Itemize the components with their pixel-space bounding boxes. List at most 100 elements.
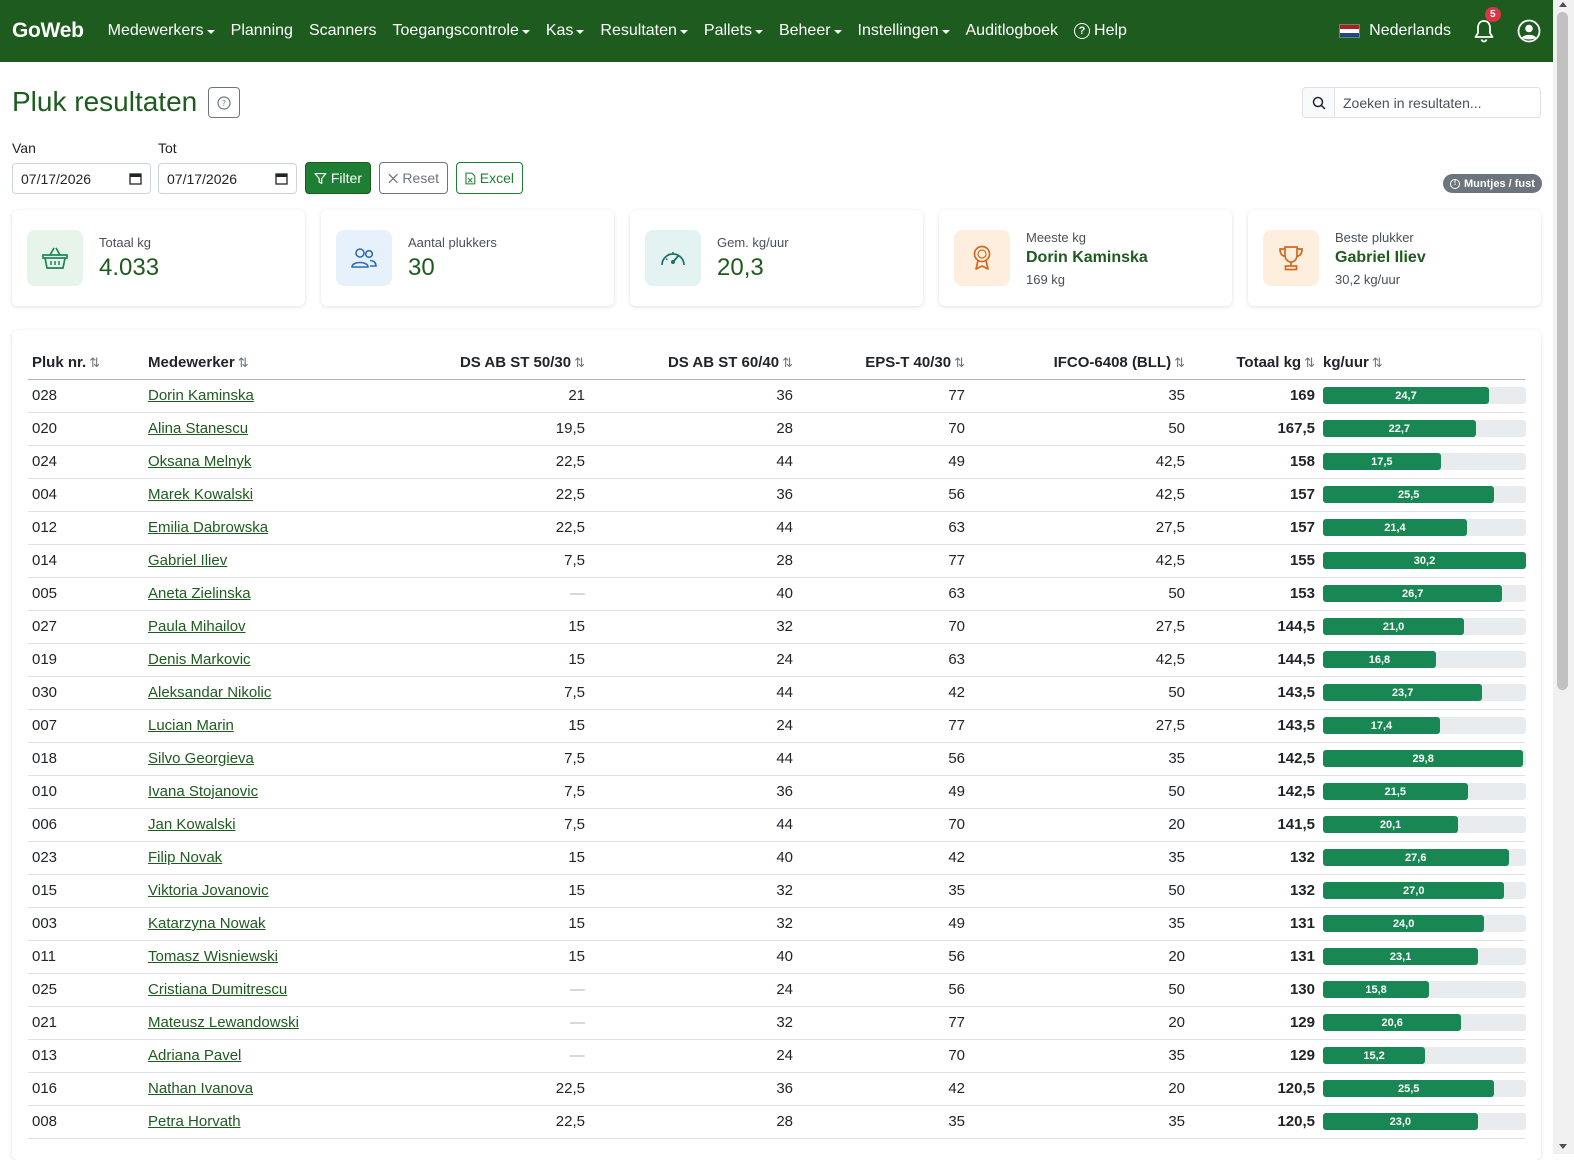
table-row[interactable]: 027 Paula Mihailov 15 32 70 27,5 144,5 21,0 — [28, 610, 1526, 644]
employee-link[interactable]: Filip Novak — [148, 849, 223, 866]
table-row[interactable]: 008 Petra Horvath 22,5 28 35 35 120,5 23,0 — [28, 1105, 1526, 1139]
cell-ifco-6408: 50 — [969, 775, 1189, 809]
employee-link[interactable]: Jan Kowalski — [148, 816, 236, 833]
col-header-medewerker[interactable]: Medewerker ⇅ — [144, 346, 354, 380]
user-account-icon[interactable] — [1517, 19, 1541, 43]
cell-ds-ab-st-60-40: 32 — [589, 610, 797, 644]
rate-bar-track: 21,5 — [1323, 783, 1526, 800]
table-row[interactable]: 010 Ivana Stojanovic 7,5 36 49 50 142,5 21,5 — [28, 775, 1526, 809]
employee-link[interactable]: Silvo Georgieva — [148, 750, 254, 767]
rate-bar-track: 17,4 — [1323, 717, 1526, 734]
table-row[interactable]: 004 Marek Kowalski 22,5 36 56 42,5 157 25,5 — [28, 478, 1526, 512]
table-row[interactable]: 024 Oksana Melnyk 22,5 44 49 42,5 158 17,5 — [28, 445, 1526, 479]
cell-pluk-nr: 019 — [28, 643, 144, 677]
table-row[interactable]: 015 Viktoria Jovanovic 15 32 35 50 132 27,0 — [28, 874, 1526, 908]
cell-kg-uur: 21,0 — [1319, 610, 1526, 644]
employee-link[interactable]: Viktoria Jovanovic — [148, 882, 269, 899]
notifications-button[interactable]: 5 — [1473, 7, 1501, 43]
nav-kas[interactable]: Kas — [546, 22, 585, 40]
col-header-totaal-kg[interactable]: Totaal kg ⇅ — [1189, 346, 1319, 380]
table-row[interactable]: 012 Emilia Dabrowska 22,5 44 63 27,5 157 21,4 — [28, 511, 1526, 545]
nav-instellingen[interactable]: Instellingen — [858, 22, 950, 40]
table-row[interactable]: 007 Lucian Marin 15 24 77 27,5 143,5 17,4 — [28, 709, 1526, 743]
table-row[interactable]: 023 Filip Novak 15 40 42 35 132 27,6 — [28, 841, 1526, 875]
to-date-value: 07/17/2026 — [167, 170, 238, 187]
table-row[interactable]: 005 Aneta Zielinska —40 63 50 153 26,7 — [28, 577, 1526, 611]
calendar-icon[interactable] — [275, 172, 288, 185]
employee-link[interactable]: Marek Kowalski — [148, 486, 254, 503]
cell-pluk-nr: 018 — [28, 742, 144, 776]
table-row[interactable]: 003 Katarzyna Nowak 15 32 49 35 131 24,0 — [28, 907, 1526, 941]
language-selector[interactable]: Nederlands — [1339, 22, 1451, 40]
table-row[interactable]: 018 Silvo Georgieva 7,5 44 56 35 142,5 29,8 — [28, 742, 1526, 776]
table-row[interactable]: 011 Tomasz Wisniewski 15 40 56 20 131 23,1 — [28, 940, 1526, 974]
scroll-up-arrow-icon[interactable] — [1559, 2, 1567, 7]
to-date-input[interactable]: 07/17/2026 — [158, 163, 297, 194]
nav-pallets[interactable]: Pallets — [704, 22, 763, 40]
employee-link[interactable]: Denis Markovic — [148, 651, 251, 668]
employee-link[interactable]: Alina Stanescu — [148, 420, 249, 437]
search-input[interactable] — [1335, 93, 1535, 112]
page-help-button[interactable]: ? — [208, 87, 240, 118]
employee-link[interactable]: Tomasz Wisniewski — [148, 948, 279, 965]
scrollbar-thumb[interactable] — [1557, 12, 1568, 690]
employee-link[interactable]: Gabriel Iliev — [148, 552, 228, 569]
nav-beheer[interactable]: Beheer — [779, 22, 842, 40]
employee-link[interactable]: Paula Mihailov — [148, 618, 246, 635]
cell-ds-ab-st-60-40: 40 — [589, 577, 797, 611]
col-header-kg-uur[interactable]: kg/uur ⇅ — [1319, 346, 1525, 380]
table-row[interactable]: 025 Cristiana Dumitrescu —24 56 50 130 15,8 — [28, 973, 1526, 1007]
employee-link[interactable]: Mateusz Lewandowski — [148, 1014, 299, 1031]
col-header-ds-ab-st-60-40[interactable]: DS AB ST 60/40 ⇅ — [589, 346, 797, 380]
muntjes-fust-toggle[interactable]: ! Muntjes / fust — [1443, 174, 1542, 193]
table-row[interactable]: 021 Mateusz Lewandowski —32 77 20 129 20,6 — [28, 1006, 1526, 1040]
employee-link[interactable]: Emilia Dabrowska — [148, 519, 269, 536]
employee-link[interactable]: Lucian Marin — [148, 717, 234, 734]
table-row[interactable]: 028 Dorin Kaminska 21 36 77 35 169 24,7 — [28, 379, 1526, 413]
employee-link[interactable]: Cristiana Dumitrescu — [148, 981, 288, 998]
col-header-pluk-nr[interactable]: Pluk nr. ⇅ — [28, 346, 144, 380]
cell-pluk-nr: 007 — [28, 709, 144, 743]
rate-bar-fill: 22,7 — [1323, 420, 1476, 437]
nav-resultaten[interactable]: Resultaten — [600, 22, 688, 40]
cell-eps-t-40-30: 56 — [797, 742, 969, 776]
excel-export-button[interactable]: Excel — [456, 162, 523, 194]
cell-pluk-nr: 010 — [28, 775, 144, 809]
employee-link[interactable]: Ivana Stojanovic — [148, 783, 259, 800]
table-row[interactable]: 019 Denis Markovic 15 24 63 42,5 144,5 16,8 — [28, 643, 1526, 677]
employee-link[interactable]: Oksana Melnyk — [148, 453, 252, 470]
employee-link[interactable]: Dorin Kaminska — [148, 387, 254, 404]
col-header-ds-ab-st-50-30[interactable]: DS AB ST 50/30 ⇅ — [354, 346, 589, 380]
cell-kg-uur: 17,5 — [1319, 445, 1526, 479]
employee-link[interactable]: Adriana Pavel — [148, 1047, 242, 1064]
col-header-ifco-6408[interactable]: IFCO-6408 (BLL) ⇅ — [969, 346, 1189, 380]
nav-help[interactable]: ? Help — [1074, 22, 1127, 40]
calendar-icon[interactable] — [129, 172, 142, 185]
nav-label: Resultaten — [600, 22, 677, 39]
employee-link[interactable]: Aleksandar Nikolic — [148, 684, 272, 701]
from-date-input[interactable]: 07/17/2026 — [12, 163, 151, 194]
table-row[interactable]: 014 Gabriel Iliev 7,5 28 77 42,5 155 30,2 — [28, 544, 1526, 578]
cell-ds-ab-st-60-40: 36 — [589, 1072, 797, 1106]
employee-link[interactable]: Aneta Zielinska — [148, 585, 251, 602]
table-row[interactable]: 030 Aleksandar Nikolic 7,5 44 42 50 143,5 23,7 — [28, 676, 1526, 710]
nav-medewerkers[interactable]: Medewerkers — [108, 22, 215, 40]
table-row[interactable]: 006 Jan Kowalski 7,5 44 70 20 141,5 20,1 — [28, 808, 1526, 842]
filter-button[interactable]: Filter — [305, 162, 371, 194]
table-row[interactable]: 020 Alina Stanescu 19,5 28 70 50 167,5 22,7 — [28, 412, 1526, 446]
reset-button[interactable]: Reset — [379, 162, 448, 194]
nav-auditlogboek[interactable]: Auditlogboek — [966, 22, 1059, 40]
scroll-down-arrow-icon[interactable] — [1559, 1144, 1567, 1149]
nav-toegangscontrole[interactable]: Toegangscontrole — [393, 22, 530, 40]
col-header-eps-t-40-30[interactable]: EPS-T 40/30 ⇅ — [797, 346, 969, 380]
employee-link[interactable]: Katarzyna Nowak — [148, 915, 266, 932]
nav-scanners[interactable]: Scanners — [309, 22, 377, 40]
table-row[interactable]: 013 Adriana Pavel —24 70 35 129 15,2 — [28, 1039, 1526, 1073]
nav-planning[interactable]: Planning — [231, 22, 293, 40]
brand-logo[interactable]: GoWeb — [12, 19, 84, 42]
table-row[interactable]: 016 Nathan Ivanova 22,5 36 42 20 120,5 25,5 — [28, 1072, 1526, 1106]
cell-kg-uur: 21,5 — [1319, 775, 1526, 809]
employee-link[interactable]: Petra Horvath — [148, 1113, 241, 1130]
employee-link[interactable]: Nathan Ivanova — [148, 1080, 254, 1097]
cell-ds-ab-st-60-40: 28 — [589, 412, 797, 446]
